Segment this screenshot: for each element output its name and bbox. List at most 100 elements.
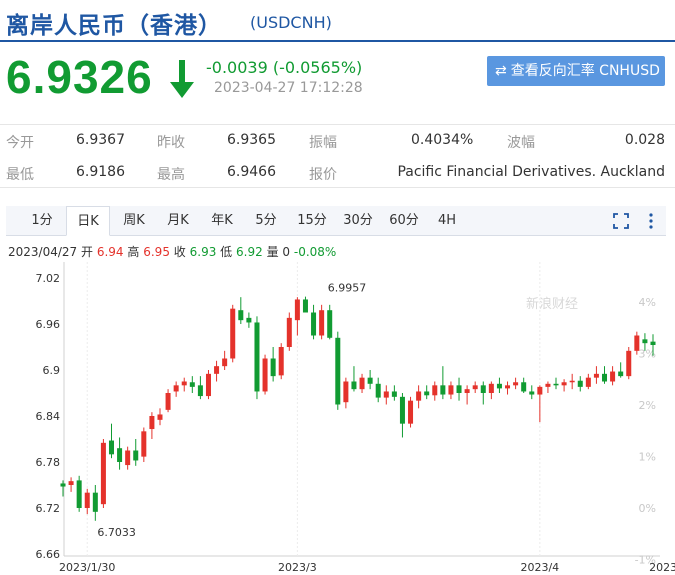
fullscreen-icon[interactable] <box>612 212 630 230</box>
candle-body <box>505 385 511 389</box>
candle-body <box>157 414 163 420</box>
reverse-rate-label: 查看反向汇率 CNHUSD <box>510 63 660 79</box>
ohlc-open-label: 开 <box>81 245 94 259</box>
candle-body <box>278 347 284 376</box>
pct-tick-label: 3% <box>639 347 656 360</box>
stat-label-high: 最高 <box>157 167 185 183</box>
candle-body <box>642 339 648 344</box>
tab-1min[interactable]: 1分 <box>31 213 53 228</box>
candle-body <box>197 385 203 397</box>
candle-body <box>246 317 252 323</box>
candle-body <box>432 385 438 396</box>
x-tick-label: 2023/4/27 <box>649 561 675 574</box>
candle-body <box>343 381 349 403</box>
stat-value-quoter: Pacific Financial Derivatives. Auckland <box>397 164 665 180</box>
pct-tick-label: 4% <box>639 296 656 309</box>
candle-body <box>117 448 123 462</box>
candle-body <box>165 393 171 410</box>
candle-body <box>561 382 567 386</box>
candle-body <box>618 371 624 377</box>
annotation-label: 6.9957 <box>328 282 367 295</box>
swap-icon: ⇄ <box>495 63 507 79</box>
tab-daily-k[interactable]: 日K <box>66 206 110 236</box>
ohlc-vol-label: 量 <box>266 245 279 259</box>
tab-15min[interactable]: 15分 <box>297 213 327 228</box>
more-icon[interactable] <box>642 212 660 230</box>
candle-body <box>108 440 114 455</box>
candle-body <box>488 383 494 393</box>
stat-label-low: 最低 <box>6 167 34 183</box>
ohlc-pct: -0.08% <box>293 245 337 259</box>
candle-body <box>238 310 244 321</box>
tab-30min[interactable]: 30分 <box>343 213 373 228</box>
ohlc-vol: 0 <box>282 245 291 259</box>
candle-body <box>294 299 300 321</box>
candle-body <box>626 350 632 377</box>
stat-value-range: 0.028 <box>624 132 665 148</box>
candle-body <box>448 385 454 395</box>
candle-body <box>634 335 640 351</box>
y-tick-label: 6.78 <box>36 456 61 469</box>
candle-body <box>545 383 551 387</box>
candle-body <box>359 377 365 390</box>
quote-time: 2023-04-27 17:12:28 <box>214 80 363 96</box>
tab-4h[interactable]: 4H <box>437 213 457 228</box>
candle-body <box>602 373 608 382</box>
stat-label-amplitude: 振幅 <box>309 135 337 151</box>
candle-body <box>408 400 414 424</box>
y-tick-label: 6.72 <box>36 502 61 515</box>
x-tick-label: 2023/3 <box>278 561 317 574</box>
candle-body <box>577 380 583 387</box>
stat-value-open: 6.9367 <box>76 132 125 148</box>
pct-tick-label: 1% <box>639 450 656 463</box>
y-tick-label: 6.9 <box>43 364 61 377</box>
page-title: 离岸人民币（香港） <box>6 13 222 39</box>
ohlc-open: 6.94 <box>96 245 124 259</box>
candle-body <box>125 450 131 466</box>
candle-body <box>383 391 389 398</box>
candle-body <box>513 382 519 386</box>
ohlc-high: 6.95 <box>143 245 170 259</box>
watermark-text: 新浪财经 <box>526 296 578 312</box>
title-bar: 离岸人民币（香港） (USDCNH) <box>0 0 675 42</box>
candle-body <box>205 373 211 397</box>
candle-body <box>100 442 106 505</box>
y-tick-label: 6.84 <box>36 410 61 423</box>
candle-body <box>391 391 397 397</box>
candle-body <box>399 396 405 424</box>
ohlc-low: 6.92 <box>236 245 263 259</box>
tab-60min[interactable]: 60分 <box>389 213 419 228</box>
candle-body <box>650 341 656 346</box>
down-arrow-icon <box>170 60 194 98</box>
tab-monthly-k[interactable]: 月K <box>167 213 189 228</box>
candle-body <box>76 480 82 508</box>
candle-body <box>440 385 446 395</box>
candle-body <box>311 312 317 336</box>
candle-body <box>424 391 430 396</box>
tab-yearly-k[interactable]: 年K <box>211 213 233 228</box>
tab-5min[interactable]: 5分 <box>255 213 277 228</box>
y-tick-label: 6.96 <box>36 318 61 331</box>
candle-body <box>189 382 195 387</box>
candle-body <box>351 381 357 390</box>
pct-tick-label: -1% <box>635 554 656 567</box>
candle-body <box>181 381 187 386</box>
stat-value-prev-close: 6.9365 <box>227 132 276 148</box>
reverse-rate-button[interactable]: ⇄ 查看反向汇率 CNHUSD <box>487 56 665 86</box>
x-tick-label: 2023/1/30 <box>59 561 115 574</box>
candle-body <box>84 492 90 508</box>
candle-body <box>375 383 381 398</box>
candlestick-chart[interactable]: 7.02 6.96 6.9 6.84 6.78 6.72 6.66 4% 3% 2% 1% 0% -1%… <box>0 262 675 575</box>
candle-body <box>230 308 236 359</box>
candle-body <box>416 391 422 401</box>
candle-body <box>133 450 139 461</box>
candle-body <box>610 371 616 382</box>
candle-body <box>585 377 591 387</box>
candle-body <box>286 317 292 347</box>
candle-body <box>302 299 308 313</box>
ohlc-date: 2023/04/27 <box>8 245 78 259</box>
candle-body <box>456 385 462 393</box>
candle-body <box>270 358 276 377</box>
tab-weekly-k[interactable]: 周K <box>123 213 145 228</box>
candle-body <box>521 382 527 392</box>
